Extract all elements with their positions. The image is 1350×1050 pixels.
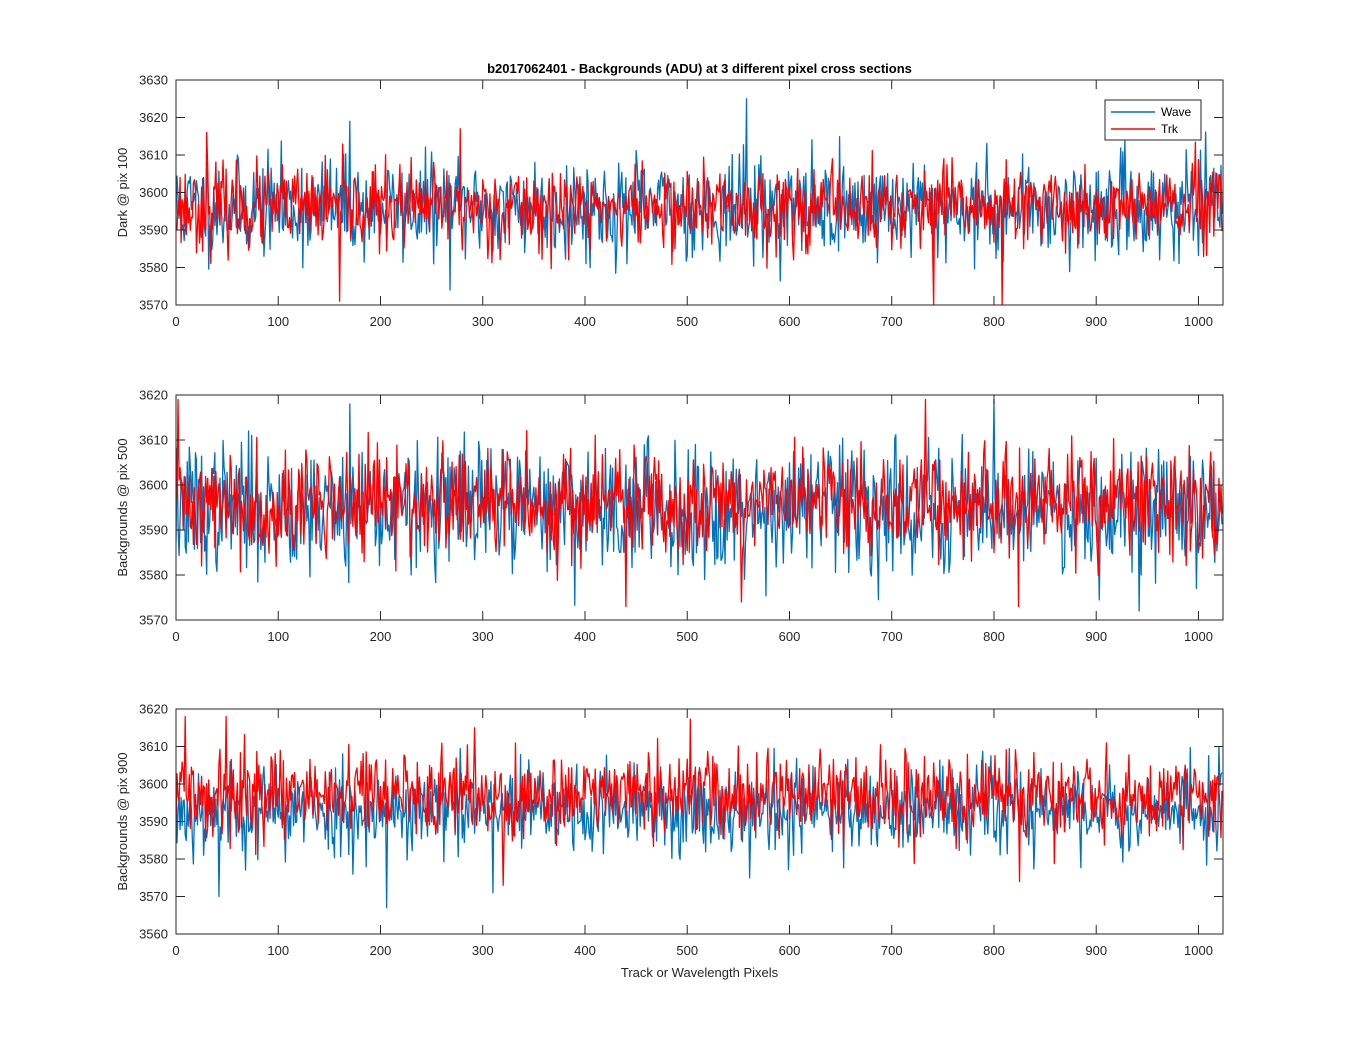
subplots: 0 100 200 300 400 500 600 700 800 900 100035703580… [115, 61, 1224, 980]
series-group [176, 98, 1223, 305]
y-tick-label: 3590 [139, 523, 168, 538]
x-tick-label: 500 [676, 943, 698, 958]
x-tick-label: 900 [1085, 943, 1107, 958]
x-tick-label: 400 [574, 629, 596, 644]
x-tick-label: 900 [1085, 314, 1107, 329]
y-tick-label: 3600 [139, 185, 168, 200]
x-tick-label: 500 [676, 629, 698, 644]
y-tick-label: 3580 [139, 568, 168, 583]
x-tick-label: 700 [881, 314, 903, 329]
x-tick-label: 1000 [1184, 314, 1213, 329]
legend-label-trk: Trk [1161, 122, 1179, 136]
y-axis-label: Dark @ pix 100 [115, 148, 130, 238]
y-tick-label: 3590 [139, 223, 168, 238]
x-tick-label: 500 [676, 314, 698, 329]
series-line-trk [176, 715, 1223, 886]
subplot-1: 0 100 200 300 400 500 600 700 800 900 1000 3570 3580… [115, 61, 1224, 329]
y-tick-label: 3600 [139, 478, 168, 493]
axes-box [175, 394, 1224, 621]
x-tick-label: 1000 [1184, 943, 1213, 958]
series-line-wave [176, 398, 1223, 612]
x-axis-label: Track or Wavelength Pixels [621, 965, 779, 980]
y-tick-label: 3630 [139, 73, 168, 88]
x-tick-label: 0 [172, 629, 179, 644]
x-tick-label: 400 [574, 314, 596, 329]
y-axis-label: Backgrounds @ pix 500 [115, 438, 130, 576]
y-tick-label: 3570 [139, 298, 168, 313]
y-tick-label: 3620 [139, 702, 168, 717]
x-tick-label: 100 [267, 314, 289, 329]
series-group [176, 715, 1223, 909]
x-tick-label: 900 [1085, 629, 1107, 644]
y-tick-label: 3590 [139, 814, 168, 829]
x-tick-label: 200 [370, 629, 392, 644]
series-line-trk [176, 398, 1223, 608]
y-tick-label: 3620 [139, 388, 168, 403]
y-tick-label: 3560 [139, 927, 168, 942]
y-tick-label: 3570 [139, 613, 168, 628]
x-tick-label: 200 [370, 314, 392, 329]
x-tick-label: 200 [370, 943, 392, 958]
x-tick-label: 700 [881, 943, 903, 958]
y-tick-label: 3580 [139, 852, 168, 867]
y-tick-label: 3610 [139, 739, 168, 754]
x-tick-label: 800 [983, 314, 1005, 329]
x-tick-label: 0 [172, 943, 179, 958]
x-tick-label: 600 [779, 943, 801, 958]
x-tick-label: 800 [983, 629, 1005, 644]
x-tick-label: 1000 [1184, 629, 1213, 644]
x-tick-label: 100 [267, 943, 289, 958]
series-line-wave [176, 745, 1223, 909]
subplot-2: 0 100 200 300 400 500 600 700 800 900 1000 3570 3580… [115, 388, 1224, 644]
y-tick-label: 3570 [139, 889, 168, 904]
x-tick-label: 300 [472, 629, 494, 644]
x-tick-label: 800 [983, 943, 1005, 958]
y-tick-label: 3610 [139, 148, 168, 163]
y-tick-label: 3620 [139, 110, 168, 125]
series-line-trk [176, 128, 1223, 305]
y-tick-label: 3600 [139, 777, 168, 792]
x-tick-label: 400 [574, 943, 596, 958]
x-tick-label: 300 [472, 314, 494, 329]
subplot-3: 0 100 200 300 400 500 600 700 800 900 1000 3560 3570… [115, 702, 1224, 980]
x-tick-label: 100 [267, 629, 289, 644]
x-tick-label: 600 [779, 629, 801, 644]
x-tick-label: 700 [881, 629, 903, 644]
legend: Wave Trk [1104, 99, 1202, 141]
y-tick-label: 3580 [139, 260, 168, 275]
y-tick-label: 3610 [139, 433, 168, 448]
legend-label-wave: Wave [1161, 105, 1192, 119]
series-group [176, 398, 1223, 612]
y-axis-label: Backgrounds @ pix 900 [115, 752, 130, 890]
legend-box [1104, 99, 1202, 141]
x-tick-label: 600 [779, 314, 801, 329]
x-tick-label: 0 [172, 314, 179, 329]
chart-title: b2017062401 - Backgrounds (ADU) at 3 dif… [487, 61, 912, 76]
x-tick-label: 300 [472, 943, 494, 958]
